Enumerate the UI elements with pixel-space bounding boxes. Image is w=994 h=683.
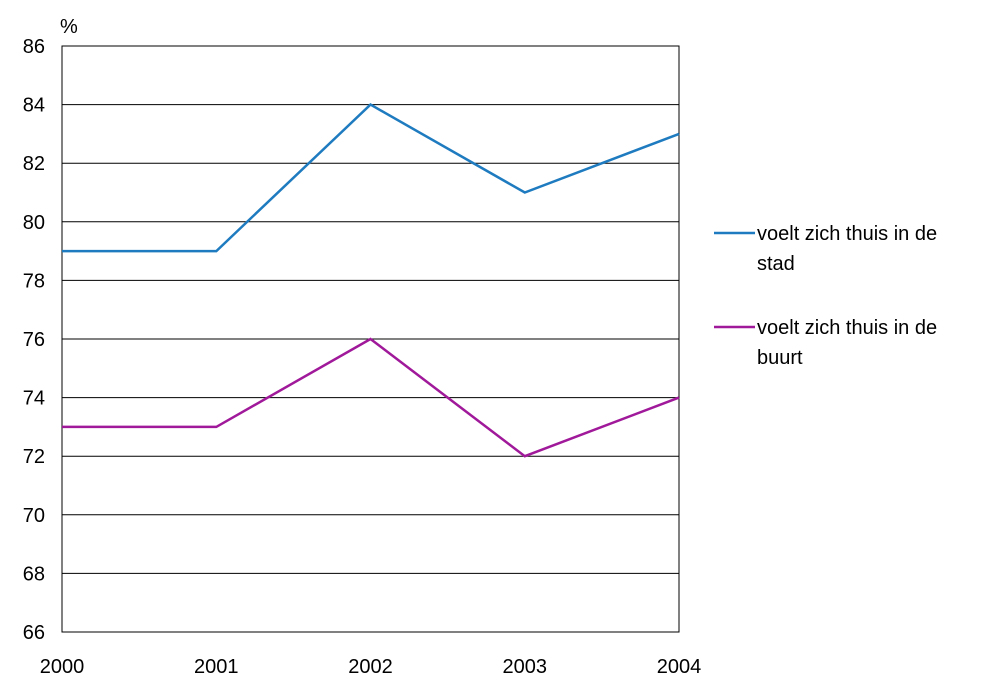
series-lines <box>62 103 680 458</box>
y-tick-label: 78 <box>23 270 45 292</box>
y-tick-label: 80 <box>23 212 45 234</box>
y-tick-label: 70 <box>23 505 45 527</box>
y-tick-label: 86 <box>23 36 45 58</box>
legend-label-2: voelt zich thuis in de <box>757 317 937 339</box>
y-tick-label: 72 <box>23 446 45 468</box>
series-line-1 <box>62 103 680 253</box>
legend-label-2: buurt <box>757 347 803 369</box>
legend-label-1: stad <box>757 253 795 275</box>
y-tick-label: 74 <box>23 388 45 410</box>
x-tick-label: 2002 <box>348 656 393 678</box>
plot-frame <box>61 45 680 633</box>
y-tick-label: 68 <box>23 563 45 585</box>
y-tick-label: 82 <box>23 153 45 175</box>
legend-label-1: voelt zich thuis in de <box>757 223 937 245</box>
series-line-2 <box>62 337 680 458</box>
y-tick-label: 76 <box>23 329 45 351</box>
x-tick-labels: 2000 2001 2002 2003 2004 <box>40 656 702 678</box>
x-tick-label: 2000 <box>40 656 85 678</box>
legend: voelt zich thuis in de stad voelt zich thu… <box>714 223 937 369</box>
y-tick-label: 84 <box>23 95 45 117</box>
x-tick-label: 2004 <box>657 656 702 678</box>
y-tick-labels: 66 68 70 72 74 76 78 80 82 84 86 <box>23 36 45 644</box>
x-tick-label: 2003 <box>503 656 548 678</box>
y-tick-label: 66 <box>23 622 45 644</box>
x-tick-label: 2001 <box>194 656 239 678</box>
y-axis-unit-label: % <box>60 16 78 38</box>
